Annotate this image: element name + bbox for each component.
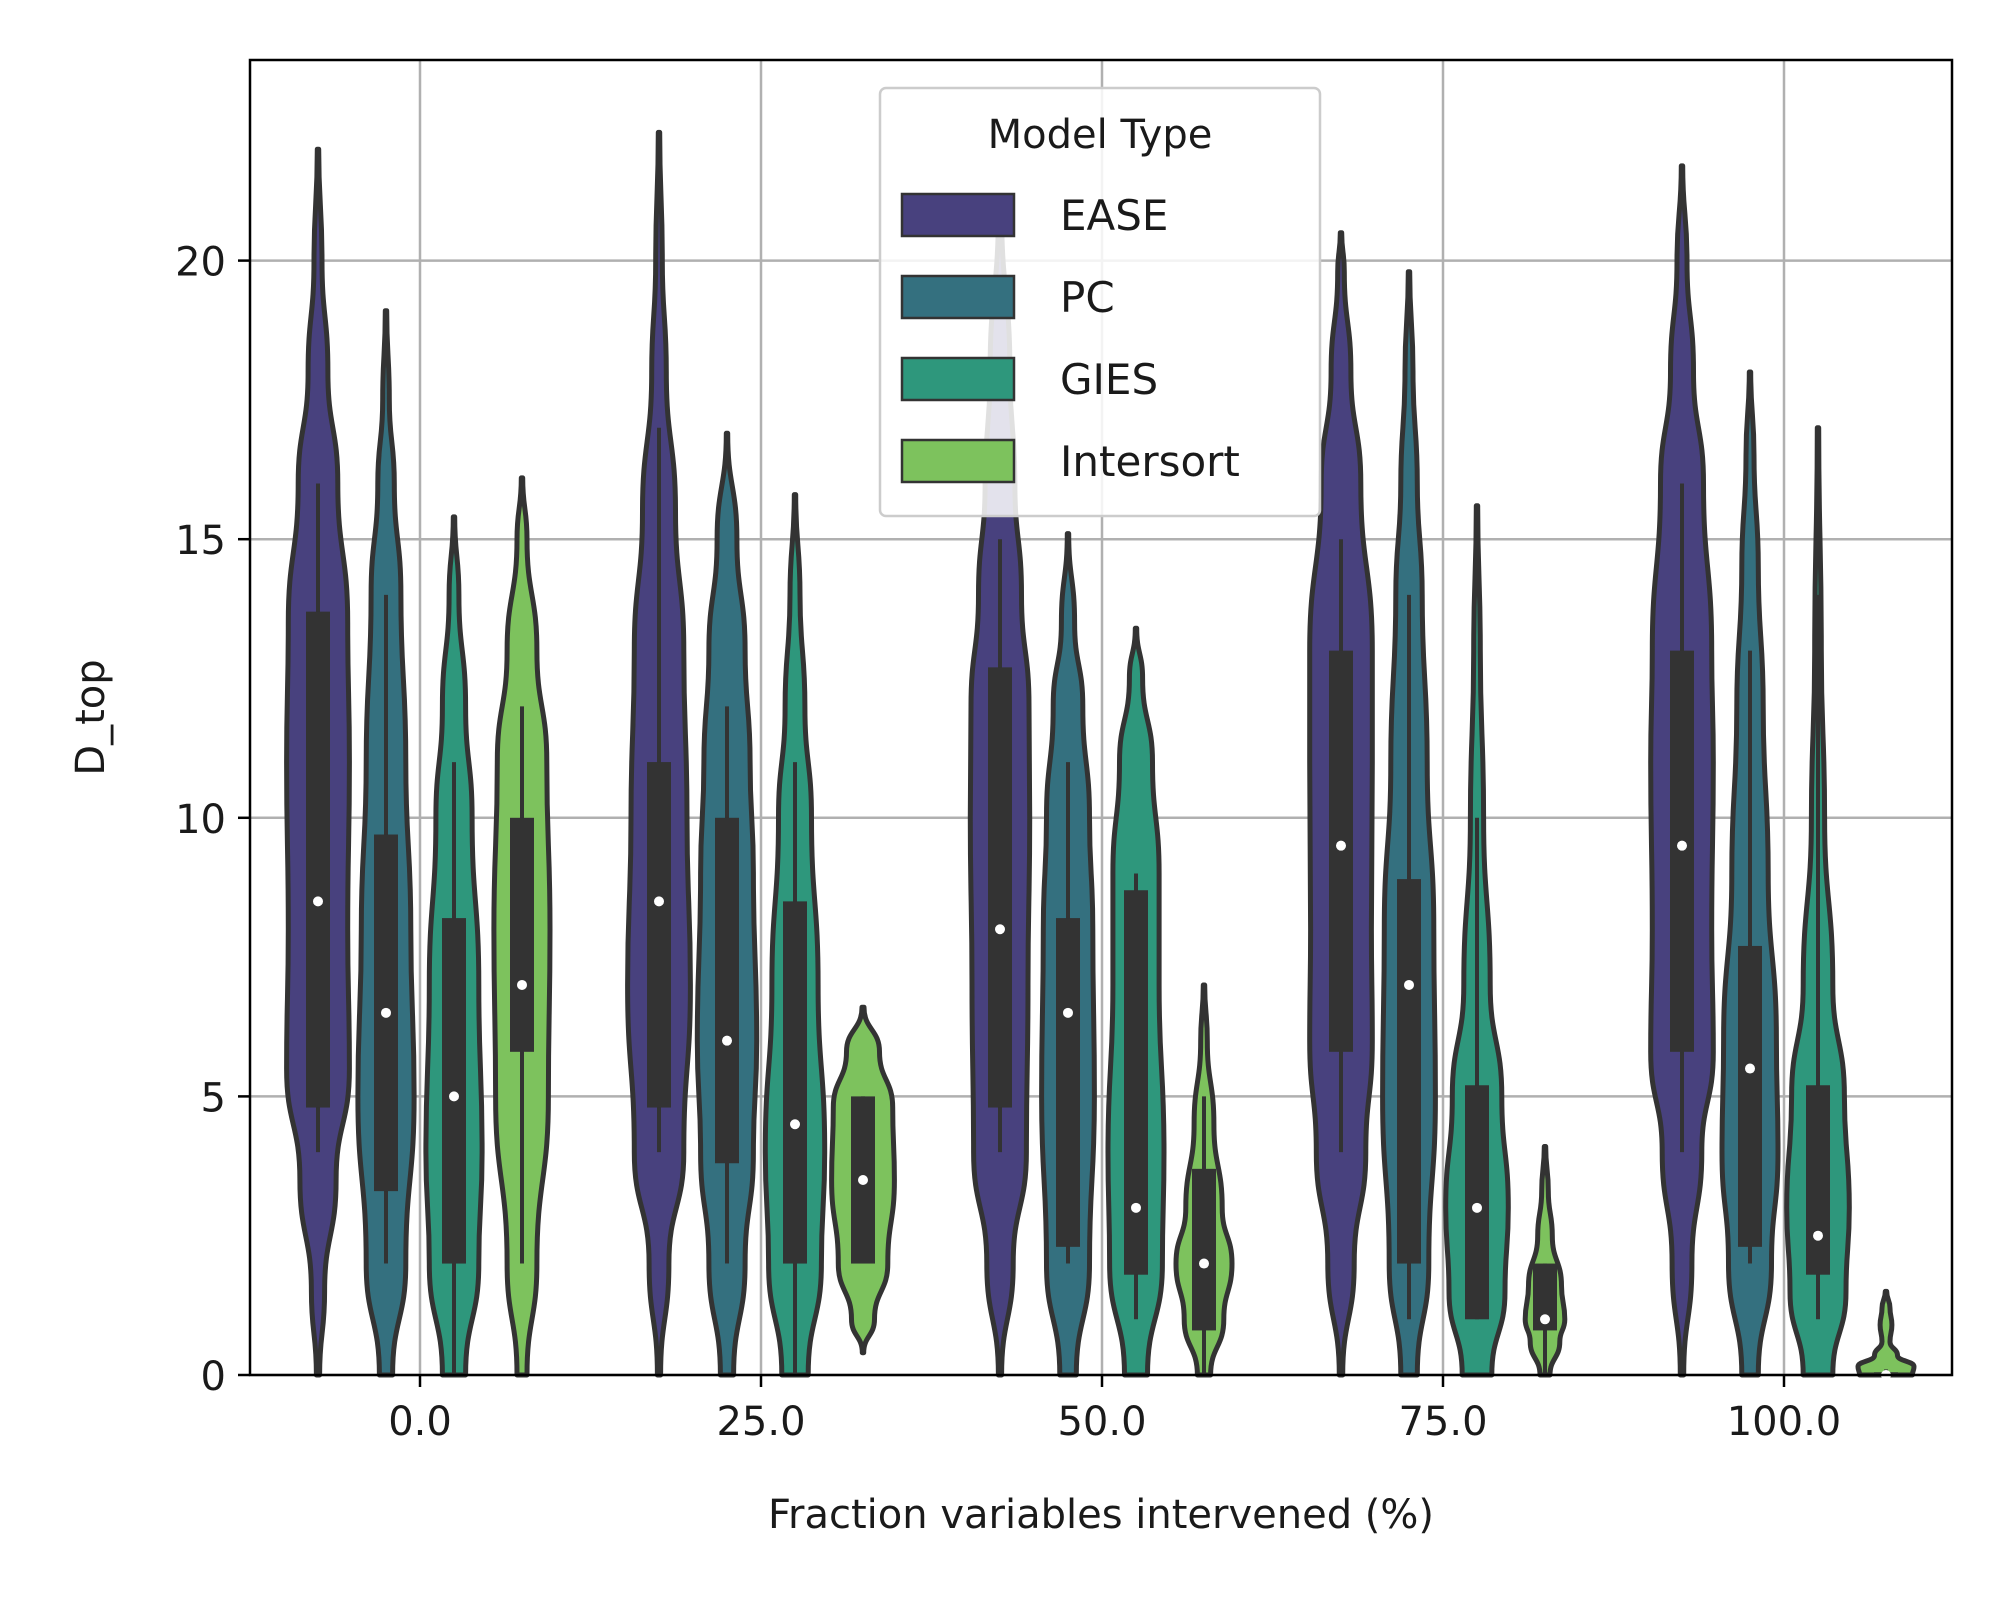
violin-median [1199,1258,1209,1269]
y-tick-label: 0 [201,1354,226,1400]
violin-pc-75.0 [1380,269,1438,1378]
violin-pc-25.0 [694,430,760,1378]
violin-box [306,611,330,1108]
violin-median [995,924,1005,935]
violin-median [381,1007,391,1018]
violin-box [1192,1168,1216,1331]
x-tick-label: 50.0 [1057,1399,1146,1445]
violin-box [1329,650,1353,1052]
violin-median [313,896,323,907]
violin-gies-0.0 [423,514,485,1378]
violin-box [1124,890,1148,1275]
violin-box [647,762,671,1108]
violin-median [1404,979,1414,990]
violin-median [1540,1314,1550,1325]
violin-median [1063,1007,1073,1018]
violin-intersort-50.0 [1173,982,1235,1378]
legend-label-intersort: Intersort [1060,437,1240,486]
legend: Model Type EASE PC GIES Intersort [878,86,1322,518]
violin-median [858,1174,868,1185]
violins [284,129,1917,1380]
legend-entry-pc: PC [900,273,1115,322]
violin-intersort-75.0 [1522,1143,1568,1378]
legend-entry-gies: GIES [900,355,1158,404]
x-tick-label: 25.0 [716,1399,805,1445]
violin-gies-75.0 [1443,503,1511,1378]
violin-box [510,817,534,1052]
legend-swatch-gies [900,356,1016,402]
violin-pc-50.0 [1039,531,1097,1378]
violin-median [449,1091,459,1102]
violin-intersort-25.0 [829,1004,897,1356]
violin-box [1806,1085,1830,1275]
violin-median [790,1119,800,1130]
legend-swatch-pc [900,274,1016,320]
violin-median [1472,1202,1482,1213]
violin-box [1738,945,1762,1247]
y-axis-ticks: 0 5 10 15 20 [175,240,250,1400]
violin-box [1670,650,1694,1052]
legend-label-gies: GIES [1060,355,1158,404]
violin-median [1677,840,1687,851]
legend-label-pc: PC [1060,273,1115,322]
violin-median [1813,1230,1823,1241]
violin-gies-50.0 [1105,625,1167,1378]
legend-title: Model Type [988,112,1213,158]
x-tick-label: 75.0 [1398,1399,1487,1445]
y-tick-label: 15 [175,518,226,564]
violin-pc-100.0 [1719,369,1781,1378]
legend-swatch-intersort [900,438,1016,484]
legend-entry-ease: EASE [900,191,1168,240]
violin-ease-25.0 [625,129,693,1378]
violin-gies-25.0 [762,492,828,1378]
violin-median [1745,1063,1755,1074]
violin-ease-100.0 [1648,163,1716,1378]
legend-label-ease: EASE [1060,191,1168,240]
violin-median [517,979,527,990]
violin-ease-0.0 [284,146,352,1378]
x-tick-label: 0.0 [388,1399,452,1445]
x-tick-label: 100.0 [1727,1399,1842,1445]
violin-median [1131,1202,1141,1213]
x-axis-label: Fraction variables intervened (%) [768,1492,1434,1538]
violin-gies-100.0 [1784,425,1852,1378]
violin-median [1336,840,1346,851]
violin-box [783,901,807,1264]
legend-entry-intersort: Intersort [900,437,1240,486]
violin-box [715,817,739,1164]
violin-box [988,667,1012,1108]
violin-box [1465,1085,1489,1320]
y-tick-label: 5 [201,1075,226,1121]
y-tick-label: 10 [175,797,226,843]
violin-box [442,918,466,1264]
violin-median [722,1035,732,1046]
violin-box [1056,918,1080,1247]
violin-pc-0.0 [355,308,417,1378]
y-tick-label: 20 [175,240,226,286]
violin-intersort-0.0 [491,475,553,1378]
violin-median [654,896,664,907]
x-axis-ticks: 0.0 25.0 50.0 75.0 100.0 [388,1375,1841,1445]
y-axis-label: D_top [68,659,114,775]
violin-box [1397,879,1421,1264]
violin-body [1855,1288,1917,1378]
violin-ease-75.0 [1307,230,1375,1378]
legend-swatch-ease [900,192,1016,238]
